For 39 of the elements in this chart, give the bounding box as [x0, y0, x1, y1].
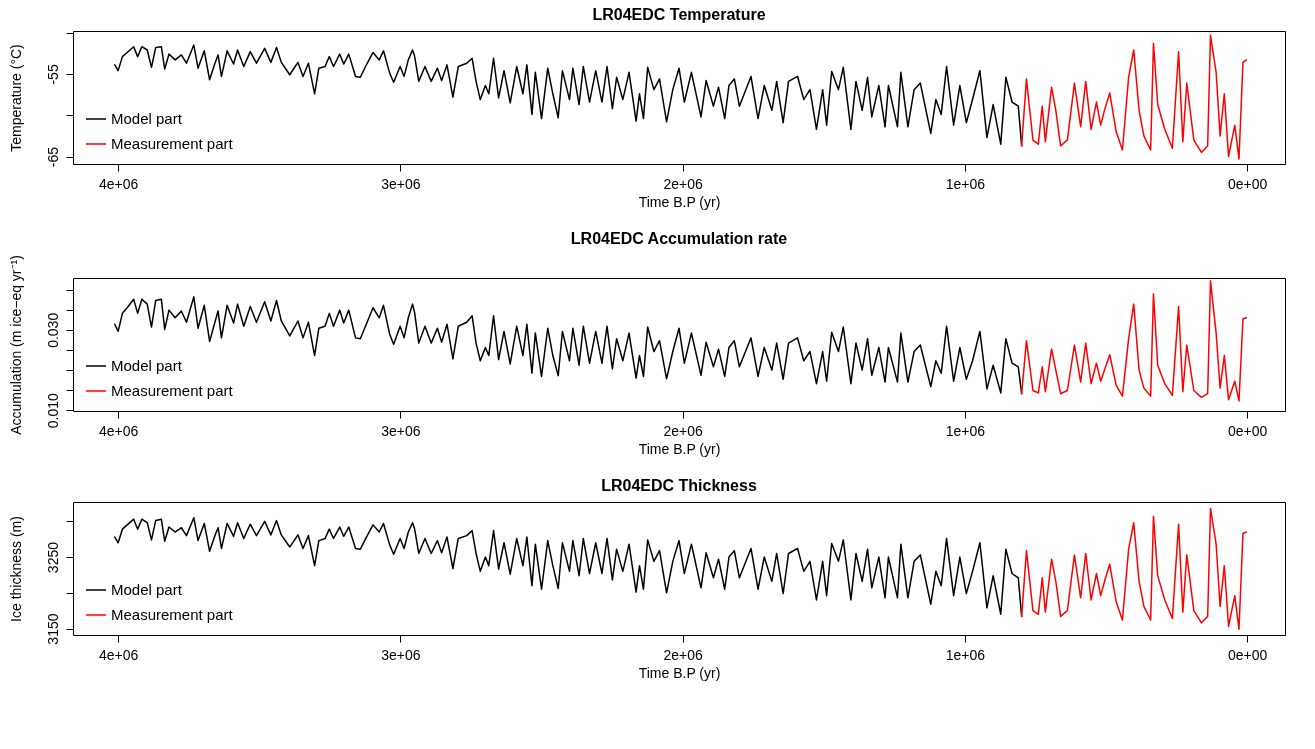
y-axis-title: Accumulation (m ice−eq yr⁻¹)	[7, 255, 24, 435]
chart-title: LR04EDC Temperature	[592, 6, 766, 23]
legend-label: Measurement part	[111, 606, 234, 623]
line-series	[1020, 507, 1248, 631]
y-tick-label: -65	[44, 146, 61, 168]
line-series	[1020, 34, 1248, 160]
x-tick-label: 2e+06	[663, 422, 704, 439]
x-tick-label: 4e+06	[99, 646, 139, 663]
y-tick-label: -55	[44, 64, 61, 85]
x-tick-label: 3e+06	[381, 422, 421, 439]
legend-label: Model part	[111, 581, 183, 598]
x-tick-label: 1e+06	[945, 422, 986, 439]
y-tick-label: 3250	[44, 541, 61, 574]
y-tick-label: 0.030	[44, 312, 61, 348]
y-tick-label: 3150	[44, 613, 61, 645]
chart-title: LR04EDC Accumulation rate	[570, 229, 788, 247]
y-axis-title: Temperature (°C)	[7, 44, 24, 152]
legend-label: Model part	[111, 110, 183, 127]
y-tick-label: 0.010	[44, 392, 61, 429]
x-axis-title: Time B.P (yr)	[638, 440, 721, 457]
legend-label: Measurement part	[111, 382, 234, 399]
x-axis-title: Time B.P (yr)	[638, 193, 721, 210]
y-axis-title: Ice thickness (m)	[7, 516, 24, 622]
x-tick-label: 4e+06	[99, 422, 139, 439]
legend-label: Model part	[111, 357, 183, 374]
x-tick-label: 3e+06	[381, 646, 421, 663]
legend-label: Measurement part	[111, 135, 234, 152]
x-axis-title: Time B.P (yr)	[638, 664, 721, 681]
x-tick-label: 0e+00	[1228, 175, 1268, 192]
chart-title: LR04EDC Thickness	[601, 477, 757, 494]
x-tick-label: 0e+00	[1228, 422, 1268, 439]
x-tick-label: 3e+06	[381, 175, 421, 192]
x-tick-label: 2e+06	[663, 175, 704, 192]
x-tick-label: 1e+06	[945, 175, 986, 192]
x-tick-label: 1e+06	[945, 646, 986, 663]
x-tick-label: 2e+06	[663, 646, 704, 663]
x-tick-label: 0e+00	[1228, 646, 1268, 663]
x-tick-label: 4e+06	[99, 175, 139, 192]
line-series	[1020, 280, 1248, 402]
